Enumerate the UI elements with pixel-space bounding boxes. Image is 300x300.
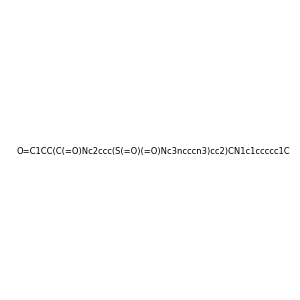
- Text: O=C1CC(C(=O)Nc2ccc(S(=O)(=O)Nc3ncccn3)cc2)CN1c1ccccc1C: O=C1CC(C(=O)Nc2ccc(S(=O)(=O)Nc3ncccn3)cc…: [17, 147, 291, 156]
